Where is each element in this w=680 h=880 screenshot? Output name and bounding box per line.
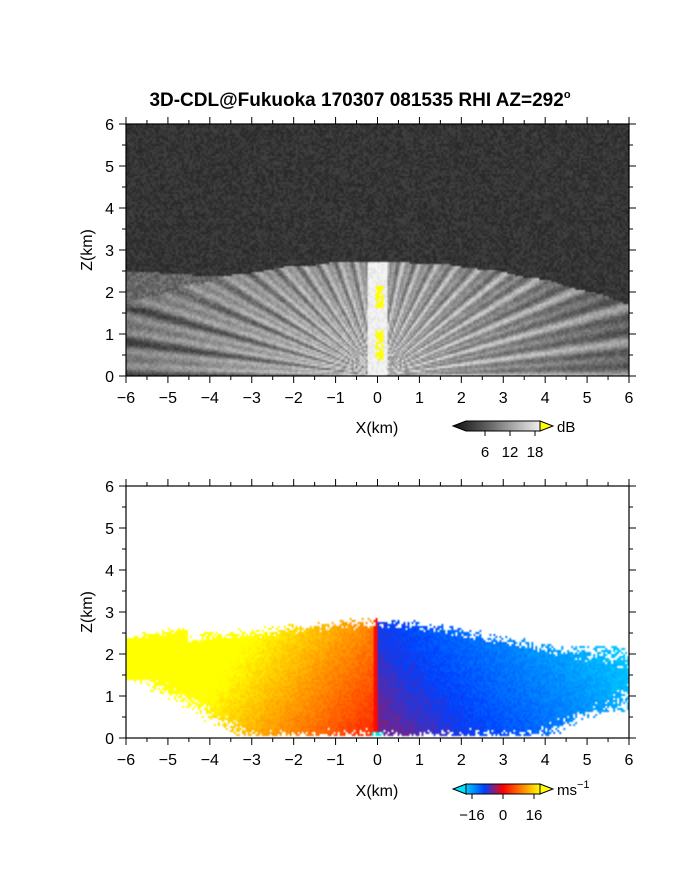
y-tick-label: 4 [105, 201, 114, 218]
y-tick-label: 3 [105, 605, 114, 622]
colorbar-velocity: −16 0 16 ms−1 [451, 779, 590, 824]
colorbar-tick-label: 16 [526, 807, 543, 824]
x-axis-label: X(km) [356, 420, 399, 437]
y-tick-label: 2 [105, 285, 114, 302]
x-tick-label: −4 [201, 752, 219, 769]
x-tick-label: −6 [117, 390, 135, 407]
velocity-heatmap [126, 486, 629, 738]
y-tick-label: 6 [105, 117, 114, 134]
x-tick-label: −2 [285, 390, 303, 407]
y-tick-label: 5 [105, 159, 114, 176]
colorbar-gradient [451, 420, 541, 432]
y-axis-label: Z(km) [79, 229, 96, 271]
axes-ticks: −6 −5 −4 −3 −2 −1 0 1 2 3 4 5 6 0 1 2 3 4 5 6 [105, 479, 636, 769]
x-tick-label: 2 [457, 390, 466, 407]
x-tick-label: 2 [457, 752, 466, 769]
x-axis-label: X(km) [356, 783, 399, 800]
colorbar-tick-label: 6 [481, 444, 489, 461]
x-tick-label: 6 [625, 390, 634, 407]
colorbar-over-triangle [539, 420, 555, 432]
y-tick-label: 4 [105, 563, 114, 580]
x-tick-label: 1 [415, 752, 424, 769]
x-tick-label: −6 [117, 752, 135, 769]
x-tick-label: 3 [499, 390, 508, 407]
chart-title: 3D-CDL@Fukuoka 170307 081535 RHI AZ=292o [149, 89, 570, 111]
colorbar-tick-label: 0 [499, 807, 507, 824]
panel-velocity: −6 −5 −4 −3 −2 −1 0 1 2 3 4 5 6 0 1 2 3 4 5 6 X(km) Z(km) −… [79, 479, 636, 824]
x-tick-label: −3 [243, 390, 261, 407]
x-tick-label: −2 [285, 752, 303, 769]
colorbar-tick-label: −16 [459, 807, 484, 824]
x-tick-label: 4 [541, 752, 550, 769]
x-tick-label: −4 [201, 390, 219, 407]
y-axis-label: Z(km) [79, 591, 96, 633]
colorbar-tick-label: 12 [502, 444, 519, 461]
axes-ticks: −6 −5 −4 −3 −2 −1 0 1 2 3 4 5 6 0 1 2 3 4 5 6 [105, 117, 636, 407]
x-tick-label: −3 [243, 752, 261, 769]
y-tick-label: 2 [105, 647, 114, 664]
colorbar-tick-label: 18 [527, 444, 544, 461]
colorbar-unit: dB [557, 419, 575, 436]
x-tick-label: 4 [541, 390, 550, 407]
x-tick-label: −5 [159, 390, 177, 407]
colorbar-over-triangle [539, 783, 555, 795]
x-tick-label: 6 [625, 752, 634, 769]
x-tick-label: 0 [373, 390, 382, 407]
y-tick-label: 6 [105, 479, 114, 496]
colorbar-under-triangle [451, 783, 467, 795]
x-tick-label: −1 [326, 752, 344, 769]
x-tick-label: 5 [583, 390, 592, 407]
x-tick-label: 5 [583, 752, 592, 769]
y-tick-label: 1 [105, 327, 114, 344]
x-tick-label: 3 [499, 752, 508, 769]
x-tick-label: −5 [159, 752, 177, 769]
y-tick-label: 0 [105, 369, 114, 386]
y-tick-label: 5 [105, 521, 114, 538]
y-tick-label: 0 [105, 731, 114, 748]
y-tick-label: 1 [105, 689, 114, 706]
colorbar-unit: ms−1 [557, 779, 590, 799]
x-tick-label: −1 [326, 390, 344, 407]
colorbar-intensity: 6 12 18 dB [451, 419, 575, 461]
x-tick-label: 1 [415, 390, 424, 407]
intensity-heatmap [126, 124, 629, 376]
y-tick-label: 3 [105, 243, 114, 260]
x-tick-label: 0 [373, 752, 382, 769]
colorbar-gradient [465, 783, 541, 795]
